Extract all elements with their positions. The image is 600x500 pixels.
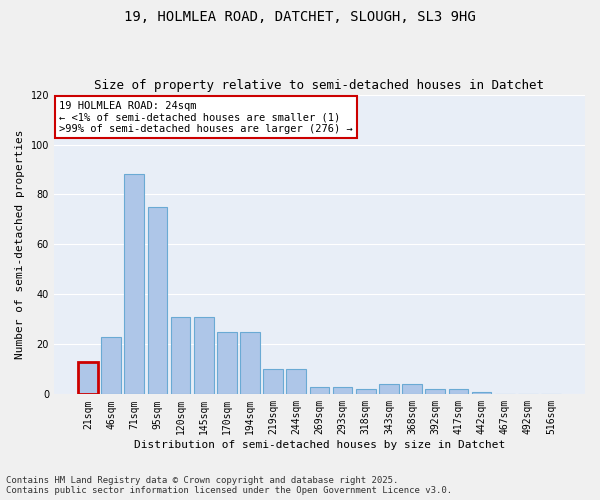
Bar [240,332,260,394]
Bar [124,174,144,394]
Bar [217,332,236,394]
Text: Contains HM Land Registry data © Crown copyright and database right 2025.
Contai: Contains HM Land Registry data © Crown c… [6,476,452,495]
Bar [170,317,190,394]
Bar [379,384,399,394]
Bar [194,317,214,394]
X-axis label: Distribution of semi-detached houses by size in Datchet: Distribution of semi-detached houses by … [134,440,505,450]
Bar [402,384,422,394]
Bar [472,392,491,394]
Bar [263,370,283,394]
Title: Size of property relative to semi-detached houses in Datchet: Size of property relative to semi-detach… [94,79,544,92]
Bar [78,362,98,394]
Bar [333,387,352,394]
Bar [148,207,167,394]
Bar [310,387,329,394]
Y-axis label: Number of semi-detached properties: Number of semi-detached properties [15,130,25,359]
Bar [425,390,445,394]
Text: 19 HOLMLEA ROAD: 24sqm
← <1% of semi-detached houses are smaller (1)
>99% of sem: 19 HOLMLEA ROAD: 24sqm ← <1% of semi-det… [59,100,353,134]
Text: 19, HOLMLEA ROAD, DATCHET, SLOUGH, SL3 9HG: 19, HOLMLEA ROAD, DATCHET, SLOUGH, SL3 9… [124,10,476,24]
Bar [286,370,306,394]
Bar [356,390,376,394]
Bar [101,337,121,394]
Bar [449,390,468,394]
